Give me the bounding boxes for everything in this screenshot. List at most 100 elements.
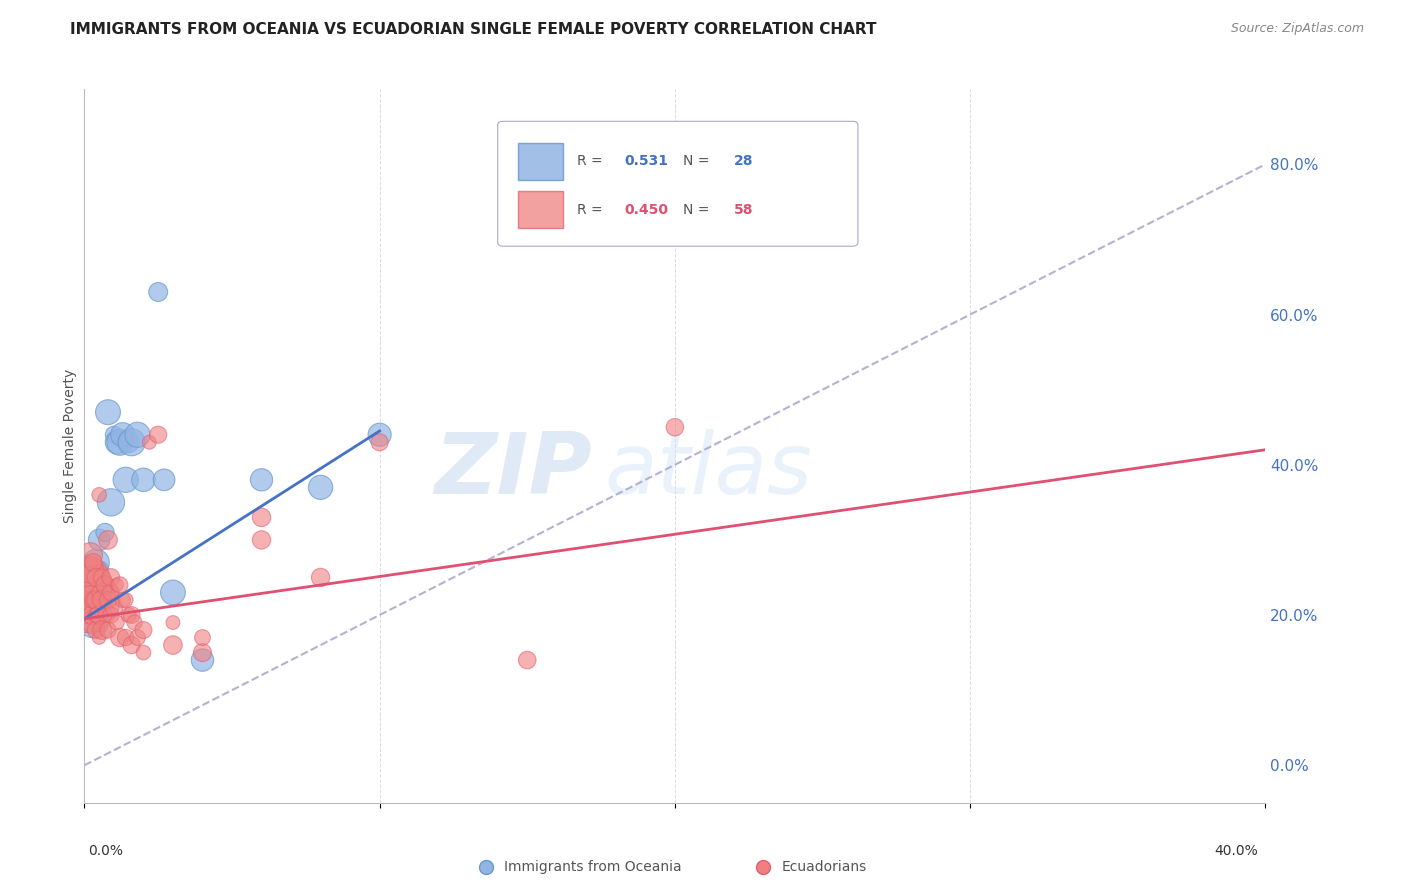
Point (89, 631, 111, 645)
Point (250, 473, 273, 487)
Point (97, 533, 120, 547)
Point (132, 623, 155, 637)
Point (79, 600, 101, 615)
Point (127, 631, 149, 645)
Point (114, 473, 136, 487)
Text: 58: 58 (734, 202, 754, 217)
Point (84, 585, 107, 599)
Bar (517, 143, 562, 180)
Bar (517, 191, 562, 228)
Point (162, 638, 184, 652)
Point (82, 593, 104, 607)
Point (89, 607, 111, 622)
Point (79, 593, 101, 607)
Point (250, 533, 273, 547)
Point (84, 556, 107, 570)
Point (91, 623, 114, 637)
Point (91, 593, 114, 607)
Point (368, 435, 391, 450)
Point (79, 548, 101, 562)
Text: 28: 28 (734, 154, 754, 169)
Point (108, 435, 131, 450)
Point (100, 607, 122, 622)
Point (664, 420, 686, 434)
Point (121, 435, 143, 450)
Point (76, 593, 98, 607)
Point (84, 623, 107, 637)
Point (97, 593, 120, 607)
Text: IMMIGRANTS FROM OCEANIA VS ECUADORIAN SINGLE FEMALE POVERTY CORRELATION CHART: IMMIGRANTS FROM OCEANIA VS ECUADORIAN SI… (70, 22, 877, 37)
Text: ZIP: ZIP (434, 429, 592, 513)
Point (76, 600, 98, 615)
Point (148, 285, 170, 299)
Point (127, 427, 149, 442)
Text: 0.0%: 0.0% (89, 844, 124, 857)
Text: R =: R = (576, 154, 607, 169)
Point (309, 480, 332, 494)
Point (89, 585, 111, 599)
Y-axis label: Single Female Poverty: Single Female Poverty (63, 369, 77, 523)
Text: N =: N = (683, 202, 714, 217)
Point (79, 593, 101, 607)
Text: 0.531: 0.531 (624, 154, 668, 169)
Text: Immigrants from Oceania: Immigrants from Oceania (503, 860, 682, 874)
Point (94, 525, 117, 540)
Point (89, 563, 111, 577)
Point (124, 615, 146, 630)
Point (76, 578, 98, 592)
Point (82, 615, 104, 630)
Point (94, 607, 117, 622)
Point (108, 578, 131, 592)
Point (100, 585, 122, 599)
Point (82, 615, 104, 630)
Point (114, 631, 136, 645)
Point (111, 427, 134, 442)
Point (100, 570, 122, 584)
Text: R =: R = (576, 202, 607, 217)
Point (111, 593, 134, 607)
Text: Ecuadorians: Ecuadorians (782, 860, 866, 874)
Point (94, 578, 117, 592)
Point (91, 570, 114, 584)
Point (97, 405, 120, 419)
Point (121, 638, 143, 652)
Text: N =: N = (683, 154, 714, 169)
Text: 40.0%: 40.0% (1215, 844, 1258, 857)
Point (250, 510, 273, 524)
Point (132, 646, 155, 660)
Point (148, 427, 170, 442)
Point (91, 593, 114, 607)
Point (84, 593, 107, 607)
Text: atlas: atlas (605, 429, 813, 513)
Text: Source: ZipAtlas.com: Source: ZipAtlas.com (1230, 22, 1364, 36)
Point (516, 653, 538, 667)
Point (105, 578, 128, 592)
Point (76, 570, 98, 584)
Point (162, 615, 184, 630)
Point (108, 631, 131, 645)
Point (103, 427, 125, 442)
Point (82, 607, 104, 622)
Point (103, 600, 125, 615)
Point (309, 570, 332, 584)
FancyBboxPatch shape (498, 121, 858, 246)
Point (89, 533, 111, 547)
Point (153, 473, 176, 487)
Point (121, 607, 143, 622)
Point (162, 585, 184, 599)
Point (118, 435, 141, 450)
Text: 0.450: 0.450 (624, 202, 668, 217)
Point (118, 607, 141, 622)
Point (191, 631, 214, 645)
Point (76, 585, 98, 599)
Point (368, 427, 391, 442)
Point (89, 488, 111, 502)
Point (82, 578, 104, 592)
Point (79, 563, 101, 577)
Point (114, 593, 136, 607)
Point (105, 615, 128, 630)
Point (82, 556, 104, 570)
Point (132, 473, 155, 487)
Point (100, 495, 122, 509)
Point (84, 607, 107, 622)
